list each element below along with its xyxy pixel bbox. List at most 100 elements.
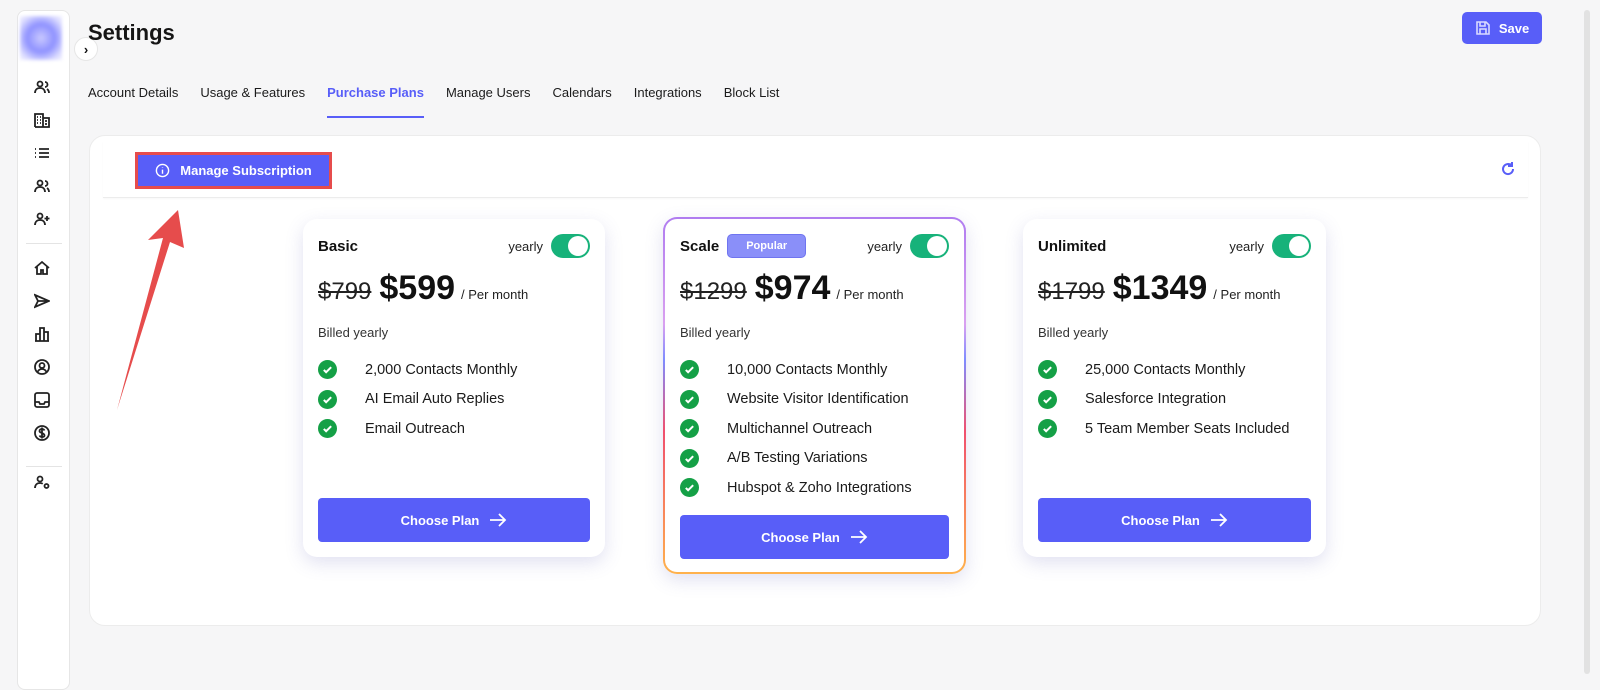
settings-tabs: Account Details Usage & Features Purchas… xyxy=(88,85,779,118)
feature-item: 2,000 Contacts Monthly xyxy=(318,355,517,385)
check-icon xyxy=(685,425,694,433)
tab-calendars[interactable]: Calendars xyxy=(552,85,612,100)
feature-label: Multichannel Outreach xyxy=(727,420,873,437)
chart-icon[interactable] xyxy=(32,324,52,344)
billing-note: Billed yearly xyxy=(1038,325,1109,340)
page-title: Settings xyxy=(88,20,175,45)
feature-item: AI Email Auto Replies xyxy=(318,385,517,415)
user-circle-icon[interactable] xyxy=(32,357,52,377)
sidebar-divider xyxy=(26,243,62,244)
billing-toggle-label: yearly xyxy=(867,238,902,254)
home-icon[interactable] xyxy=(32,258,52,278)
check-icon xyxy=(1043,396,1052,404)
plan-name: Scale xyxy=(680,237,720,255)
feature-label: Hubspot & Zoho Integrations xyxy=(727,479,912,496)
arrow-right-icon xyxy=(850,530,868,544)
tab-usage-features[interactable]: Usage & Features xyxy=(200,85,306,100)
yearly-toggle[interactable] xyxy=(551,234,590,258)
tab-integrations[interactable]: Integrations xyxy=(633,85,702,100)
check-icon xyxy=(685,484,694,492)
inbox-icon[interactable] xyxy=(32,390,52,410)
feature-list: 10,000 Contacts Monthly Website Visitor I… xyxy=(680,355,912,503)
tab-block-list[interactable]: Block List xyxy=(723,85,780,100)
feature-item: 5 Team Member Seats Included xyxy=(1038,414,1289,444)
save-icon xyxy=(1476,21,1490,35)
save-label: Save xyxy=(1498,20,1530,36)
price-period: / Per month xyxy=(1213,287,1281,302)
annotation-highlight xyxy=(135,152,332,189)
choose-plan-button[interactable]: Choose Plan xyxy=(1038,498,1311,542)
save-button[interactable]: Save xyxy=(1462,12,1542,44)
original-price: $799 xyxy=(318,278,372,305)
yearly-toggle[interactable] xyxy=(1272,234,1311,258)
billing-toggle-label: yearly xyxy=(1229,238,1264,254)
yearly-toggle[interactable] xyxy=(910,234,949,258)
sidebar-expand-button[interactable]: › xyxy=(74,37,98,61)
original-price: $1799 xyxy=(1038,278,1105,305)
list-icon[interactable] xyxy=(32,143,52,163)
tab-account-details[interactable]: Account Details xyxy=(88,85,179,100)
feature-item: A/B Testing Variations xyxy=(680,444,912,474)
choose-plan-button[interactable]: Choose Plan xyxy=(680,515,949,559)
user-settings-icon[interactable] xyxy=(32,472,52,492)
refresh-icon[interactable] xyxy=(1500,161,1516,177)
feature-label: AI Email Auto Replies xyxy=(365,391,505,408)
plan-name: Unlimited xyxy=(1038,237,1107,255)
info-icon xyxy=(155,163,170,178)
original-price: $1299 xyxy=(680,278,747,305)
send-icon[interactable] xyxy=(32,291,52,311)
scrollbar[interactable] xyxy=(1584,10,1590,674)
manage-subscription-button[interactable]: Manage Subscription xyxy=(138,155,329,186)
sidebar-divider xyxy=(26,466,62,467)
feature-list: 25,000 Contacts Monthly Salesforce Integr… xyxy=(1038,355,1289,444)
choose-plan-label: Choose Plan xyxy=(400,512,480,528)
feature-item: Website Visitor Identification xyxy=(680,385,912,415)
plan-card-unlimited: Unlimited yearly $1799 $1349 / Per month Bi… xyxy=(1023,219,1326,557)
feature-label: Website Visitor Identification xyxy=(727,391,909,408)
sidebar: › xyxy=(17,10,98,690)
feature-label: Email Outreach xyxy=(365,420,465,437)
check-icon xyxy=(685,396,694,404)
check-icon xyxy=(1043,425,1052,433)
team-icon[interactable] xyxy=(32,176,52,196)
building-icon[interactable] xyxy=(32,110,52,130)
users-icon[interactable] xyxy=(32,77,52,97)
price-period: / Per month xyxy=(461,287,529,302)
check-icon xyxy=(323,396,332,404)
feature-label: 2,000 Contacts Monthly xyxy=(365,361,518,378)
feature-item: Multichannel Outreach xyxy=(680,414,912,444)
feature-label: 10,000 Contacts Monthly xyxy=(727,361,888,378)
user-plus-icon[interactable] xyxy=(32,209,52,229)
manage-subscription-label: Manage Subscription xyxy=(180,163,312,178)
plan-name: Basic xyxy=(318,237,359,255)
feature-item: Hubspot & Zoho Integrations xyxy=(680,473,912,503)
price-period: / Per month xyxy=(836,287,904,302)
feature-item: Email Outreach xyxy=(318,414,517,444)
choose-plan-button[interactable]: Choose Plan xyxy=(318,498,590,542)
discounted-price: $974 xyxy=(754,269,831,307)
plan-card-basic: Basic yearly $799 $599 / Per month Billed y… xyxy=(303,219,605,557)
feature-label: A/B Testing Variations xyxy=(727,450,868,467)
feature-label: 5 Team Member Seats Included xyxy=(1085,420,1290,437)
panel-header: Manage Subscription xyxy=(103,141,1528,198)
feature-item: 25,000 Contacts Monthly xyxy=(1038,355,1289,385)
check-icon xyxy=(1043,366,1052,374)
plan-card-scale: Scale Popular yearly $1299 $974/ Per month … xyxy=(663,217,966,574)
annotation-arrow xyxy=(117,210,184,410)
choose-plan-label: Choose Plan xyxy=(761,529,840,545)
discounted-price: $599 xyxy=(379,269,456,307)
choose-plan-label: Choose Plan xyxy=(1121,512,1200,528)
check-icon xyxy=(323,425,332,433)
feature-label: Salesforce Integration xyxy=(1085,391,1227,408)
dollar-icon[interactable] xyxy=(32,423,52,443)
feature-label: 25,000 Contacts Monthly xyxy=(1085,361,1246,378)
feature-item: 10,000 Contacts Monthly xyxy=(680,355,912,385)
check-icon xyxy=(323,366,332,374)
tab-manage-users[interactable]: Manage Users xyxy=(445,85,531,100)
popular-badge: Popular xyxy=(727,234,807,258)
billing-note: Billed yearly xyxy=(680,325,751,340)
check-icon xyxy=(685,455,694,463)
billing-toggle-label: yearly xyxy=(508,238,543,254)
arrow-right-icon xyxy=(490,513,507,527)
tab-purchase-plans[interactable]: Purchase Plans xyxy=(327,85,424,118)
